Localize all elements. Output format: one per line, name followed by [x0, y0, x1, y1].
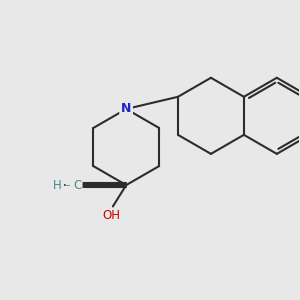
Text: N: N [121, 103, 131, 116]
Text: H: H [53, 178, 62, 192]
Text: N: N [121, 103, 131, 116]
Text: - C: - C [66, 178, 82, 192]
Text: OH: OH [102, 209, 120, 222]
